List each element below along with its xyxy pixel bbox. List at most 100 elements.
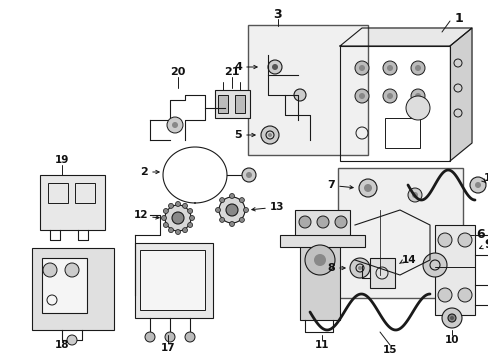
Circle shape [145, 332, 155, 342]
Circle shape [410, 89, 424, 103]
Circle shape [414, 93, 420, 99]
Bar [294, 210, 349, 245]
Circle shape [334, 216, 346, 228]
Circle shape [474, 182, 480, 188]
Circle shape [469, 177, 485, 193]
Circle shape [358, 179, 376, 197]
Text: 18: 18 [55, 340, 69, 350]
Circle shape [437, 233, 451, 247]
Circle shape [245, 172, 251, 178]
Circle shape [219, 198, 224, 203]
Bar [299, 245, 339, 320]
Circle shape [457, 233, 471, 247]
Text: 10: 10 [444, 335, 458, 345]
Circle shape [242, 168, 256, 182]
Circle shape [163, 208, 168, 213]
Text: 15: 15 [382, 345, 396, 355]
Circle shape [229, 221, 234, 226]
Circle shape [358, 93, 364, 99]
Circle shape [229, 194, 234, 198]
Circle shape [43, 263, 57, 277]
Bar [280, 235, 364, 247]
Circle shape [164, 205, 191, 231]
Text: 11: 11 [314, 340, 328, 350]
Text: 19: 19 [55, 155, 69, 165]
Circle shape [187, 222, 192, 228]
Circle shape [164, 332, 175, 342]
Circle shape [168, 203, 173, 208]
Circle shape [447, 314, 455, 322]
Circle shape [167, 117, 183, 133]
Circle shape [410, 61, 424, 75]
Circle shape [411, 192, 417, 198]
Circle shape [168, 228, 173, 233]
Circle shape [182, 203, 187, 208]
Circle shape [298, 216, 310, 228]
Circle shape [316, 216, 328, 228]
Circle shape [382, 89, 396, 103]
Bar [337, 168, 462, 298]
Circle shape [267, 133, 271, 137]
Text: 1: 1 [454, 12, 463, 24]
Circle shape [225, 204, 238, 216]
Circle shape [172, 212, 183, 224]
Circle shape [382, 61, 396, 75]
Circle shape [437, 288, 451, 302]
Circle shape [184, 332, 195, 342]
Circle shape [363, 184, 371, 192]
Circle shape [313, 254, 325, 266]
Circle shape [189, 216, 194, 220]
Circle shape [163, 222, 168, 228]
Text: 4: 4 [234, 62, 242, 72]
Circle shape [422, 253, 446, 277]
Circle shape [65, 263, 79, 277]
Bar [235, 95, 244, 113]
Polygon shape [339, 28, 471, 46]
Circle shape [172, 122, 178, 128]
Circle shape [175, 230, 180, 234]
Bar [434, 225, 474, 315]
Text: 13: 13 [269, 202, 284, 212]
Text: 12: 12 [133, 210, 148, 220]
Circle shape [215, 207, 220, 212]
Circle shape [349, 258, 369, 278]
Bar [32, 248, 114, 330]
Text: 20: 20 [170, 67, 185, 77]
Text: 8: 8 [326, 263, 334, 273]
Circle shape [261, 126, 279, 144]
Text: 17: 17 [161, 343, 175, 353]
Circle shape [386, 65, 392, 71]
Circle shape [441, 308, 461, 328]
Circle shape [358, 65, 364, 71]
Circle shape [457, 288, 471, 302]
Circle shape [449, 316, 453, 320]
Circle shape [354, 89, 368, 103]
Circle shape [219, 217, 224, 222]
Circle shape [239, 217, 244, 222]
Circle shape [67, 335, 77, 345]
Bar [384, 118, 419, 148]
Circle shape [161, 216, 166, 220]
Bar [339, 46, 449, 161]
Circle shape [182, 228, 187, 233]
Text: 2: 2 [140, 167, 148, 177]
Circle shape [357, 266, 361, 270]
Circle shape [414, 65, 420, 71]
Circle shape [271, 64, 278, 70]
Text: 16: 16 [483, 173, 488, 183]
Text: 3: 3 [273, 8, 282, 21]
Circle shape [293, 89, 305, 101]
Circle shape [187, 208, 192, 213]
Bar [42, 258, 87, 313]
Circle shape [219, 197, 244, 223]
Text: 21: 21 [224, 67, 239, 77]
Circle shape [239, 198, 244, 203]
Circle shape [405, 96, 429, 120]
Circle shape [386, 93, 392, 99]
Bar [135, 243, 213, 318]
Bar [140, 250, 204, 310]
Circle shape [354, 61, 368, 75]
Bar [369, 258, 394, 288]
Text: 9: 9 [483, 238, 488, 252]
Circle shape [267, 60, 282, 74]
